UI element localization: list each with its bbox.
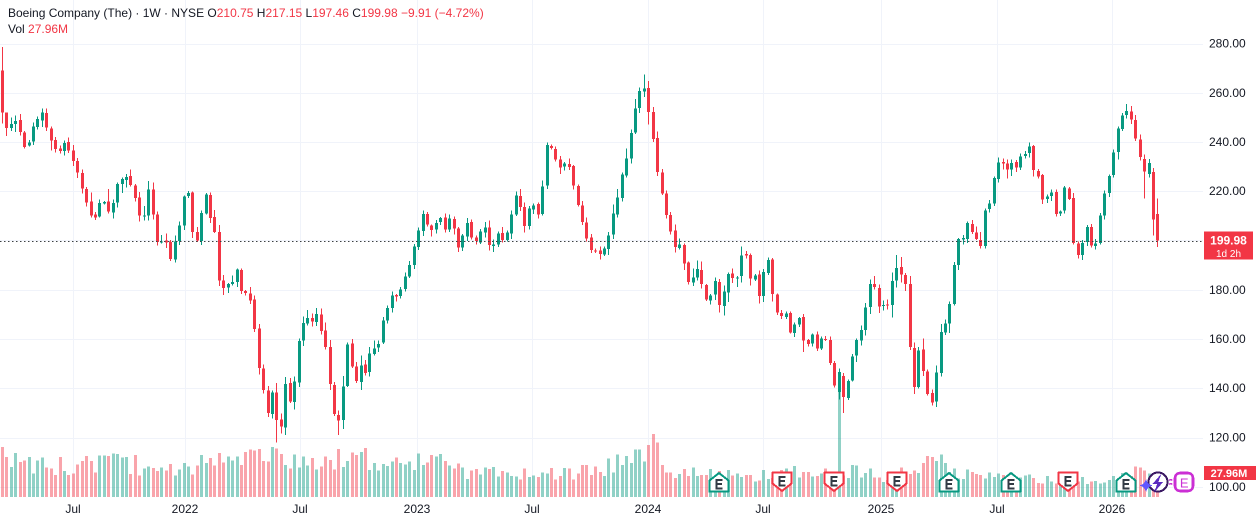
svg-text:2023: 2023	[404, 502, 431, 516]
svg-text:2025: 2025	[868, 502, 895, 516]
svg-text:Boeing Company (The) · 1W · NY: Boeing Company (The) · 1W · NYSE O210.75…	[8, 6, 484, 20]
svg-text:Jul: Jul	[524, 502, 539, 516]
svg-text:Jul: Jul	[755, 502, 770, 516]
svg-text:Vol 27.96M: Vol 27.96M	[8, 22, 68, 36]
svg-text:220.00: 220.00	[1209, 184, 1246, 198]
svg-text:E: E	[1180, 476, 1189, 491]
svg-text:Jul: Jul	[989, 502, 1004, 516]
svg-text:260.00: 260.00	[1209, 86, 1246, 100]
svg-text:Jul: Jul	[65, 502, 80, 516]
svg-text:1d 2h: 1d 2h	[1216, 249, 1241, 260]
svg-text:Jul: Jul	[292, 502, 307, 516]
svg-text:240.00: 240.00	[1209, 135, 1246, 149]
svg-text:160.00: 160.00	[1209, 332, 1246, 346]
svg-text:2022: 2022	[172, 502, 199, 516]
svg-text:180.00: 180.00	[1209, 283, 1246, 297]
svg-text:2026: 2026	[1099, 502, 1126, 516]
svg-text:280.00: 280.00	[1209, 37, 1246, 51]
svg-text:140.00: 140.00	[1209, 381, 1246, 395]
svg-text:199.98: 199.98	[1210, 234, 1247, 248]
svg-text:2024: 2024	[635, 502, 662, 516]
svg-text:100.00: 100.00	[1209, 480, 1246, 494]
svg-text:27.96M: 27.96M	[1211, 468, 1248, 480]
svg-text:120.00: 120.00	[1209, 431, 1246, 445]
